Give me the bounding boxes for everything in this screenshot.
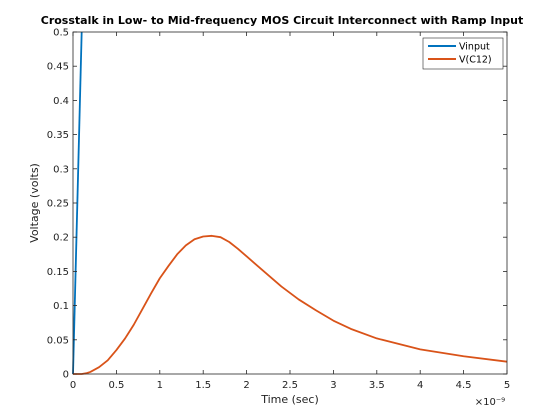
x-tick-label: 0.5 xyxy=(108,380,124,391)
legend-label: Vinput xyxy=(459,42,490,53)
x-tick-label: 2.5 xyxy=(282,380,298,391)
y-tick-label: 0.35 xyxy=(47,130,69,141)
x-tick-label: 3 xyxy=(330,380,336,391)
x-tick-label: 4 xyxy=(417,380,423,391)
chart-title: Crosstalk in Low- to Mid-frequency MOS C… xyxy=(41,14,524,27)
series-line-vinput xyxy=(72,31,83,375)
x-tick-label: 1 xyxy=(157,380,163,391)
y-tick-label: 0 xyxy=(63,370,69,381)
y-tick-label: 0.45 xyxy=(47,62,69,73)
y-tick-label: 0.5 xyxy=(53,28,69,39)
x-tick-label: 5 xyxy=(504,380,510,391)
y-tick-label: 0.1 xyxy=(53,301,69,312)
y-tick-label: 0.2 xyxy=(53,233,69,244)
plot-lines xyxy=(72,31,508,375)
y-tick-label: 0.25 xyxy=(47,199,69,210)
y-tick-label: 0.05 xyxy=(47,335,69,346)
x-tick-label: 4.5 xyxy=(456,380,472,391)
legend-label: V(C12) xyxy=(459,55,492,66)
series-line-vc12 xyxy=(73,234,508,375)
x-tick-label: 0 xyxy=(70,380,76,391)
plot-area xyxy=(73,32,507,374)
x-axis-ticks: 0 0.5 1 1.5 2 2.5 3 3.5 4 4.5 5 xyxy=(70,32,510,391)
y-axis-ticks: 0 0.05 0.1 0.15 0.2 0.25 0.3 0.35 0.4 0.45 0.5 xyxy=(47,28,507,381)
x-axis-exponent: ×10⁻⁹ xyxy=(475,397,505,408)
x-tick-label: 3.5 xyxy=(369,380,385,391)
y-tick-label: 0.15 xyxy=(47,267,69,278)
legend-box xyxy=(422,37,504,70)
y-tick-label: 0.3 xyxy=(53,164,69,175)
x-tick-label: 1.5 xyxy=(195,380,211,391)
legend: Vinput V(C12) xyxy=(422,37,504,70)
x-tick-label: 2 xyxy=(243,380,249,391)
y-axis-label: Voltage (volts) xyxy=(28,163,41,243)
y-tick-label: 0.4 xyxy=(53,96,69,107)
x-axis-label: Time (sec) xyxy=(260,393,319,406)
